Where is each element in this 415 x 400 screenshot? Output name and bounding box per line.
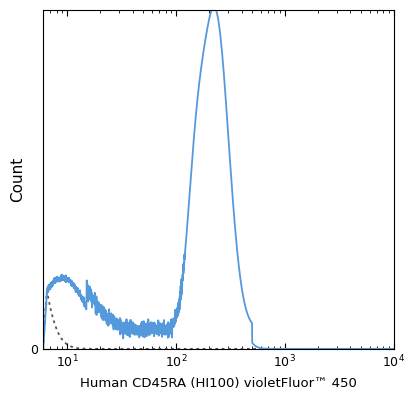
Y-axis label: Count: Count	[10, 157, 25, 202]
X-axis label: Human CD45RA (HI100) violetFluor™ 450: Human CD45RA (HI100) violetFluor™ 450	[80, 377, 357, 390]
